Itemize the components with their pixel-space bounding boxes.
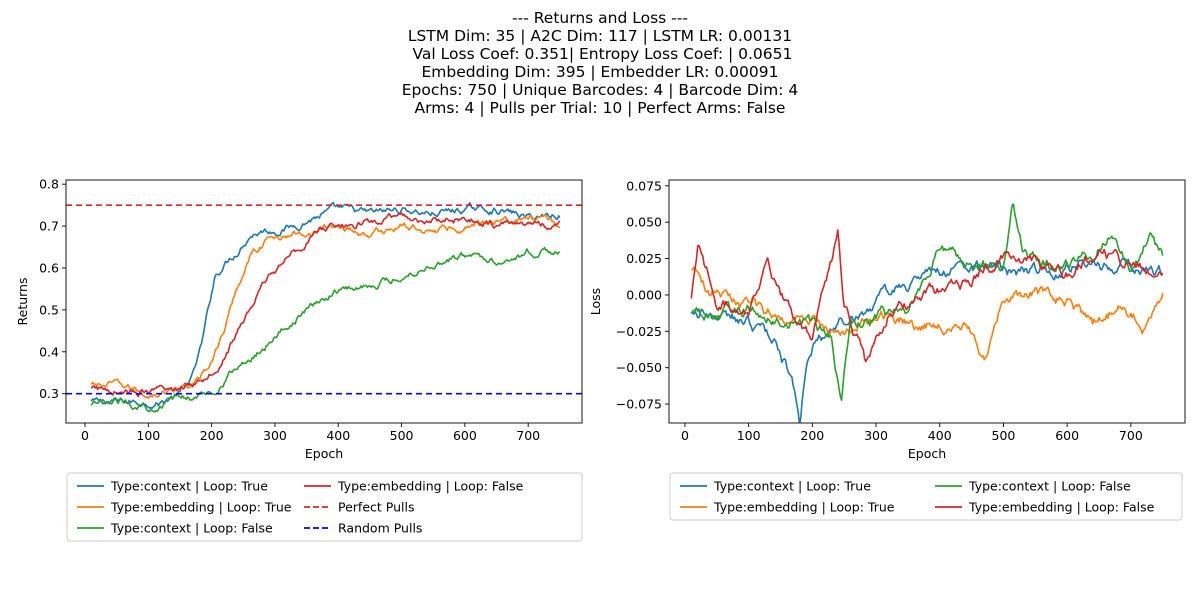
suptitle-line: LSTM Dim: 35 | A2C Dim: 117 | LSTM LR: 0… <box>407 27 793 45</box>
plot-area <box>690 203 1164 423</box>
series-line <box>690 229 1164 363</box>
x-tick-label: 600 <box>1055 428 1079 443</box>
x-tick-label: 300 <box>864 428 888 443</box>
legend-label: Type:context | Loop: True <box>110 479 268 494</box>
x-tick-label: 300 <box>263 428 287 443</box>
x-tick-label: 600 <box>453 428 477 443</box>
series-line <box>90 201 561 410</box>
x-tick-label: 400 <box>928 428 952 443</box>
x-tick-label: 700 <box>1119 428 1143 443</box>
legend-label: Type:context | Loop: True <box>713 479 871 494</box>
legend-label: Type:embedding | Loop: True <box>110 500 292 515</box>
axes-frame <box>668 179 1186 424</box>
x-tick-label: 500 <box>992 428 1016 443</box>
legend-label: Random Pulls <box>338 521 422 536</box>
y-tick-label: 0.000 <box>626 287 662 302</box>
suptitle-line: Val Loss Coef: 0.351| Entropy Loss Coef:… <box>407 45 793 63</box>
y-tick-label: 0.7 <box>39 219 59 234</box>
x-tick-label: 100 <box>737 428 761 443</box>
legend-label: Type:embedding | Loop: False <box>968 500 1155 515</box>
axes-frame <box>65 179 583 424</box>
suptitle-line: Epochs: 750 | Unique Barcodes: 4 | Barco… <box>401 81 799 99</box>
series-line <box>90 246 561 413</box>
legend: Type:context | Loop: True Type:embedding … <box>66 472 583 542</box>
y-axis-label: Returns <box>15 278 30 326</box>
series-line <box>690 257 1164 423</box>
x-axis-label: Epoch <box>305 446 343 461</box>
legend-label: Perfect Pulls <box>338 500 414 515</box>
suptitle-line: --- Returns and Loss --- <box>512 9 688 27</box>
figure-suptitle: --- Returns and Loss --- LSTM Dim: 35 | A… <box>0 9 1200 117</box>
series-line <box>691 266 1164 361</box>
plot-area <box>66 201 582 413</box>
x-tick-label: 0 <box>681 428 689 443</box>
y-tick-label: 0.3 <box>39 386 59 401</box>
chart-loss: 0 100 200 300 400 500 600 700 −0.075 −0.050 −0.025… <box>588 178 1186 521</box>
x-tick-label: 0 <box>81 428 89 443</box>
y-tick-label: 0.075 <box>626 178 662 193</box>
y-tick-label: 0.050 <box>626 215 662 230</box>
x-tick-label: 500 <box>390 428 414 443</box>
series-line <box>90 212 561 398</box>
x-tick-label: 200 <box>200 428 224 443</box>
chart-returns: 0 100 200 300 400 500 600 700 0.3 0.4 0.5 0.6 0.7 0.8… <box>15 177 583 542</box>
series-line <box>690 203 1164 402</box>
legend-label: Type:embedding | Loop: False <box>337 479 524 494</box>
y-tick-label: 0.8 <box>39 177 59 192</box>
legend-label: Type:context | Loop: False <box>110 521 273 536</box>
y-tick-label: 0.6 <box>39 260 59 275</box>
y-axis-label: Loss <box>588 288 603 315</box>
y-tick-label: 0.025 <box>626 251 662 266</box>
suptitle-line: Arms: 4 | Pulls per Trial: 10 | Perfect … <box>414 99 786 117</box>
suptitle-line: Embedding Dim: 395 | Embedder LR: 0.0009… <box>421 63 779 81</box>
x-tick-label: 400 <box>326 428 350 443</box>
x-tick-label: 100 <box>136 428 160 443</box>
legend: Type:context | Loop: True Type:embedding … <box>669 472 1183 521</box>
x-tick-label: 700 <box>516 428 540 443</box>
legend-frame <box>669 472 1183 521</box>
legend-label: Type:context | Loop: False <box>968 479 1131 494</box>
y-tick-label: −0.025 <box>616 324 662 339</box>
x-tick-label: 200 <box>800 428 824 443</box>
y-tick-label: −0.050 <box>616 360 662 375</box>
y-tick-label: −0.075 <box>616 397 662 412</box>
legend-label: Type:embedding | Loop: True <box>713 500 895 515</box>
y-tick-label: 0.5 <box>39 302 59 317</box>
x-axis-label: Epoch <box>908 446 946 461</box>
y-tick-label: 0.4 <box>39 344 59 359</box>
series-line <box>90 214 561 399</box>
